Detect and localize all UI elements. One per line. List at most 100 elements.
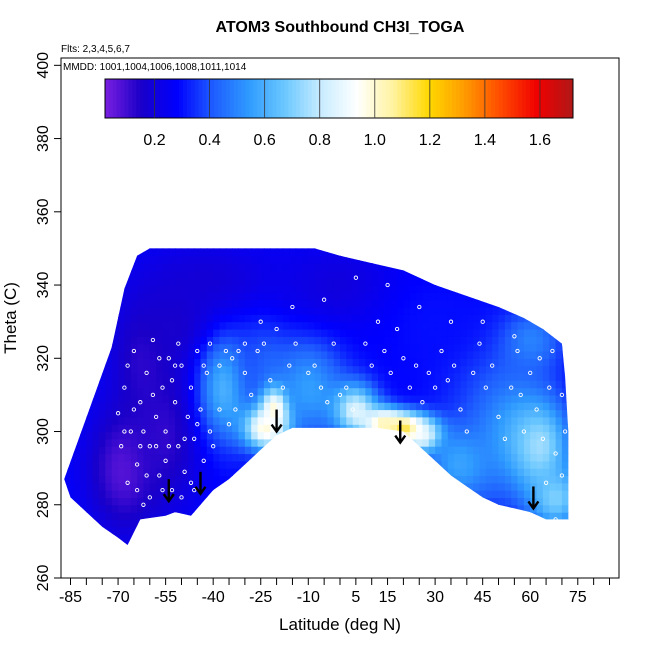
heatmap-cell	[504, 446, 512, 455]
heatmap-cell	[232, 431, 240, 440]
heatmap-cell	[105, 380, 113, 389]
heatmap-cell	[175, 299, 182, 308]
heatmap-cell	[251, 460, 259, 469]
heatmap-cell	[188, 549, 195, 557]
heatmap-cell	[270, 387, 278, 396]
x-tick-label: 30	[426, 589, 444, 606]
heatmap-cell	[168, 526, 176, 535]
heatmap-cell	[365, 380, 373, 389]
heatmap-cell	[131, 549, 138, 557]
heatmap-cell	[263, 307, 271, 315]
heatmap-cell	[333, 475, 341, 484]
heatmap-cell	[340, 351, 347, 359]
heatmap-cell	[99, 387, 106, 396]
heatmap-cell	[523, 285, 531, 293]
heatmap-cell	[549, 504, 557, 513]
heatmap-cell	[473, 387, 481, 396]
heatmap-cell	[73, 541, 81, 545]
heatmap-cell	[295, 468, 303, 476]
heatmap-cell	[80, 409, 87, 418]
heatmap-cell	[86, 336, 94, 345]
heatmap-cell	[352, 358, 360, 367]
heatmap-cell	[504, 519, 512, 528]
heatmap-cell	[555, 372, 563, 381]
heatmap-cell	[327, 409, 335, 418]
heatmap-cell	[371, 512, 379, 520]
heatmap-cell	[282, 497, 290, 506]
x-tick-label: 5	[351, 589, 360, 606]
heatmap-cell	[403, 380, 411, 389]
heatmap-cell	[536, 482, 544, 491]
heatmap-cell	[251, 329, 259, 337]
heatmap-cell	[263, 526, 271, 535]
heatmap-cell	[409, 504, 417, 513]
heatmap-cell	[181, 263, 189, 271]
heatmap-cell	[282, 372, 290, 381]
heatmap-cell	[314, 453, 322, 462]
heatmap-cell	[92, 358, 100, 367]
heatmap-cell	[498, 453, 506, 462]
heatmap-cell	[416, 255, 423, 264]
heatmap-cell	[447, 321, 455, 330]
heatmap-cell	[460, 321, 468, 330]
heatmap-cell	[441, 285, 449, 293]
heatmap-cell	[403, 351, 411, 359]
heatmap-cell	[67, 343, 75, 352]
colorbar-cell	[284, 79, 289, 118]
heatmap-cell	[549, 365, 557, 374]
heatmap-cell	[80, 453, 87, 462]
heatmap-cell	[130, 409, 138, 418]
heatmap-cell	[441, 475, 449, 484]
heatmap-cell	[124, 453, 132, 462]
heatmap-cell	[378, 409, 385, 418]
heatmap-cell	[92, 380, 100, 389]
heatmap-cell	[67, 541, 75, 545]
colorbar-cell	[163, 79, 168, 118]
heatmap-cell	[295, 263, 303, 271]
heatmap-cell	[460, 475, 468, 484]
heatmap-cell	[118, 549, 125, 557]
heatmap-cell	[378, 519, 385, 528]
heatmap-cell	[504, 343, 512, 352]
heatmap-cell	[225, 277, 233, 286]
heatmap-cell	[352, 307, 360, 315]
heatmap-cell	[149, 329, 157, 337]
heatmap-cell	[511, 446, 519, 455]
heatmap-cell	[162, 526, 170, 535]
heatmap-cell	[308, 431, 316, 440]
heatmap-cell	[308, 372, 316, 381]
heatmap-cell	[282, 402, 290, 411]
heatmap-cell	[175, 314, 182, 323]
heatmap-cell	[485, 541, 493, 545]
heatmap-cell	[314, 416, 322, 425]
heatmap-cell	[162, 504, 170, 513]
heatmap-cell	[555, 365, 563, 374]
heatmap-cell	[130, 394, 138, 403]
heatmap-cell	[435, 504, 442, 513]
heatmap-cell	[428, 365, 436, 374]
heatmap-cell	[530, 534, 538, 542]
heatmap-cell	[447, 438, 455, 447]
heatmap-cell	[435, 372, 442, 381]
colorbar-cell	[424, 79, 430, 118]
heatmap-cell	[517, 453, 525, 462]
heatmap-cell	[175, 541, 182, 545]
heatmap-cell	[473, 285, 481, 293]
heatmap-cell	[498, 460, 506, 469]
colorbar-cell	[319, 79, 324, 118]
heatmap-cell	[220, 549, 227, 557]
heatmap-cell	[416, 263, 423, 271]
heatmap-cell	[105, 329, 113, 337]
heatmap-cell	[111, 387, 119, 396]
heatmap-cell	[168, 504, 176, 513]
heatmap-cell	[416, 460, 423, 469]
heatmap-cell	[542, 526, 550, 535]
heatmap-cell	[390, 248, 398, 249]
heatmap-cell	[371, 504, 379, 513]
heatmap-cell	[289, 394, 297, 403]
heatmap-cell	[99, 438, 106, 447]
heatmap-cell	[473, 255, 481, 264]
heatmap-cell	[206, 277, 214, 286]
heatmap-cell	[479, 343, 487, 352]
heatmap-cell	[143, 438, 151, 447]
